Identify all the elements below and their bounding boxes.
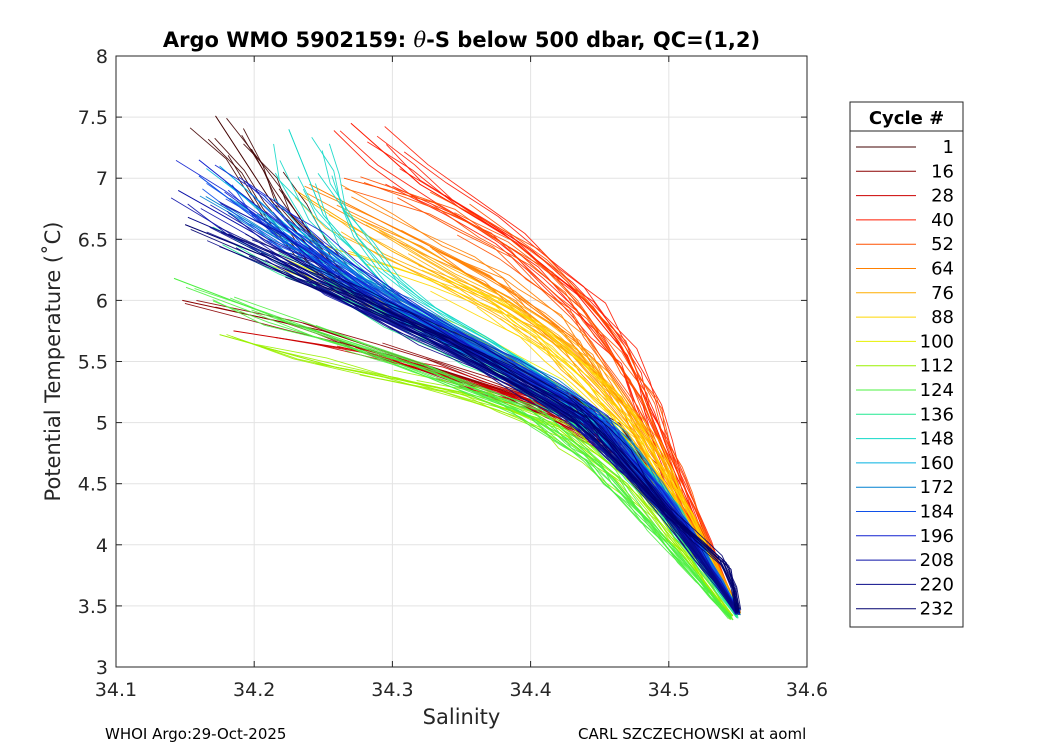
x-axis-label: Salinity <box>423 705 501 729</box>
x-tick-label: 34.6 <box>786 679 828 701</box>
y-tick-label: 3.5 <box>78 596 108 618</box>
series-232-variant <box>285 276 737 615</box>
y-tick-label: 6 <box>96 290 108 312</box>
series-232-variant <box>190 228 738 613</box>
legend-label-28: 28 <box>931 186 954 207</box>
series-76-variant <box>381 226 741 610</box>
y-tick-label: 4 <box>96 535 108 557</box>
legend-label-76: 76 <box>931 283 954 304</box>
y-tick-label: 5 <box>96 413 108 435</box>
x-tick-label: 34.2 <box>233 679 275 701</box>
footer-date: WHOI Argo:29-Oct-2025 <box>105 725 287 743</box>
legend-label-220: 220 <box>920 574 954 595</box>
y-axis-label: Potential Temperature (˚C) <box>41 222 65 502</box>
series-52-variant <box>469 203 741 611</box>
legend-label-196: 196 <box>920 526 954 547</box>
legend-label-148: 148 <box>920 429 954 450</box>
series-232-variant <box>281 272 737 611</box>
y-tick-label: 8 <box>96 46 108 68</box>
series-124-variant <box>230 297 732 617</box>
y-tick-label: 5.5 <box>78 352 108 374</box>
legend-label-208: 208 <box>920 550 954 571</box>
legend-label-16: 16 <box>931 161 954 182</box>
series-76-variant <box>405 244 740 610</box>
legend-label-112: 112 <box>920 356 954 377</box>
title-theta: θ <box>413 28 426 52</box>
series-lines <box>170 115 742 621</box>
legend: Cycle # 1 16 28 40 52 64 76 88 100 112 124 136 148 160… <box>849 101 964 628</box>
legend-label-172: 172 <box>920 477 954 498</box>
chart-title: Argo WMO 5902159: θ-S below 500 dbar, QC… <box>163 28 760 52</box>
legend-label-136: 136 <box>920 404 954 425</box>
series-40-variant <box>384 126 740 615</box>
y-tick-label: 3 <box>96 657 108 679</box>
x-tick-label: 34.5 <box>648 679 690 701</box>
legend-label-40: 40 <box>931 210 954 231</box>
series-52-variant <box>519 242 741 613</box>
x-tick-label: 34.4 <box>509 679 551 701</box>
y-tick-label: 4.5 <box>78 474 108 496</box>
series-124-variant <box>321 338 731 619</box>
series-208-variant <box>218 201 741 614</box>
legend-label-124: 124 <box>920 380 954 401</box>
legend-title: Cycle # <box>869 108 944 129</box>
legend-label-100: 100 <box>920 331 954 352</box>
plot-area: 34.1 34.2 34.3 34.4 34.5 34.6 3 3.5 4 4.5 5 5.5 6 6.5… <box>41 28 828 729</box>
series-232-variant <box>245 233 742 610</box>
y-tick-label: 7 <box>96 168 108 190</box>
series-124-variant <box>345 350 730 618</box>
legend-label-160: 160 <box>920 453 954 474</box>
legend-label-88: 88 <box>931 307 954 328</box>
legend-label-232: 232 <box>920 599 954 620</box>
legend-box <box>849 101 964 628</box>
legend-label-64: 64 <box>931 259 954 280</box>
footer-author: CARL SZCZECHOWSKI at aoml <box>578 725 807 743</box>
legend-label-52: 52 <box>931 234 954 255</box>
series-124-variant <box>212 300 729 620</box>
series-40-variant <box>376 135 740 611</box>
y-tick-label: 6.5 <box>78 229 108 251</box>
series-196-variant <box>298 224 741 611</box>
title-prefix: Argo WMO 5902159: <box>163 28 414 52</box>
series-124-variant <box>194 288 732 620</box>
x-tick-label: 34.3 <box>371 679 413 701</box>
legend-label-184: 184 <box>920 502 954 523</box>
x-tick-label: 34.1 <box>95 679 137 701</box>
y-tick-label: 7.5 <box>78 107 108 129</box>
legend-label-1: 1 <box>943 137 954 158</box>
title-suffix: -S below 500 dbar, QC=(1,2) <box>426 28 760 52</box>
axes-box <box>115 55 808 668</box>
